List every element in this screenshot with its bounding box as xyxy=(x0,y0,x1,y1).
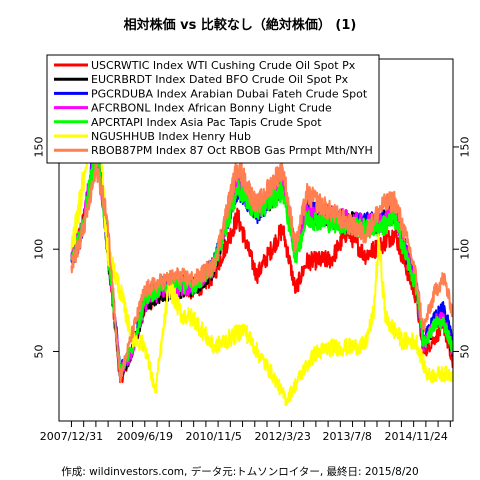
chart-title: 相対株価 vs 比較なし（絶対株価） (1) xyxy=(124,17,357,33)
series-line-7 xyxy=(70,157,453,383)
x-tick-label: 2009/6/19 xyxy=(117,430,173,443)
legend-label-3: PGCRDUBA Index Arabian Dubai Fateh Crude… xyxy=(91,87,368,100)
legend-label-6: NGUSHHUB Index Henry Hub xyxy=(91,130,251,143)
series-layer xyxy=(70,68,453,407)
legend-label-5: APCRTAPI Index Asia Pac Tapis Crude Spot xyxy=(91,116,322,129)
y-tick-label-right: 100 xyxy=(459,239,472,260)
x-tick-label: 2007/12/31 xyxy=(40,430,103,443)
y-tick-label-right: 150 xyxy=(459,136,472,157)
legend-label-4: AFCRBONL Index African Bonny Light Crude xyxy=(91,102,332,115)
y-tick-label-left: 150 xyxy=(33,136,46,157)
x-tick-label: 2013/7/8 xyxy=(323,430,372,443)
x-tick-label: 2012/3/23 xyxy=(254,430,310,443)
series-line-1 xyxy=(70,145,453,384)
y-tick-label-left: 50 xyxy=(33,344,46,358)
x-tick-label: 2014/11/24 xyxy=(384,430,447,443)
legend-label-2: EUCRBRDT Index Dated BFO Crude Oil Spot … xyxy=(91,73,349,86)
x-axis: 2007/12/31 2009/6/19 2010/11/5 2012/3/23 201… xyxy=(40,421,451,443)
legend: USCRWTIC Index WTI Cushing Crude Oil Spo… xyxy=(46,54,380,164)
chart-footer: 作成: wildinvestors.com, データ元:トムソンロイター, 最終… xyxy=(61,465,418,478)
legend-box xyxy=(46,54,380,164)
y-axis-right: 50 100 150 xyxy=(453,136,472,358)
legend-label-1: USCRWTIC Index WTI Cushing Crude Oil Spo… xyxy=(91,59,356,72)
y-tick-label-right: 50 xyxy=(459,344,472,358)
x-tick-label: 2010/11/5 xyxy=(186,430,242,443)
legend-label-7: RBOB87PM Index 87 Oct RBOB Gas Prmpt Mth… xyxy=(91,144,373,157)
y-tick-label-left: 100 xyxy=(33,239,46,260)
series-line-6 xyxy=(70,68,453,407)
y-axis-left: 50 100 150 xyxy=(33,136,59,358)
